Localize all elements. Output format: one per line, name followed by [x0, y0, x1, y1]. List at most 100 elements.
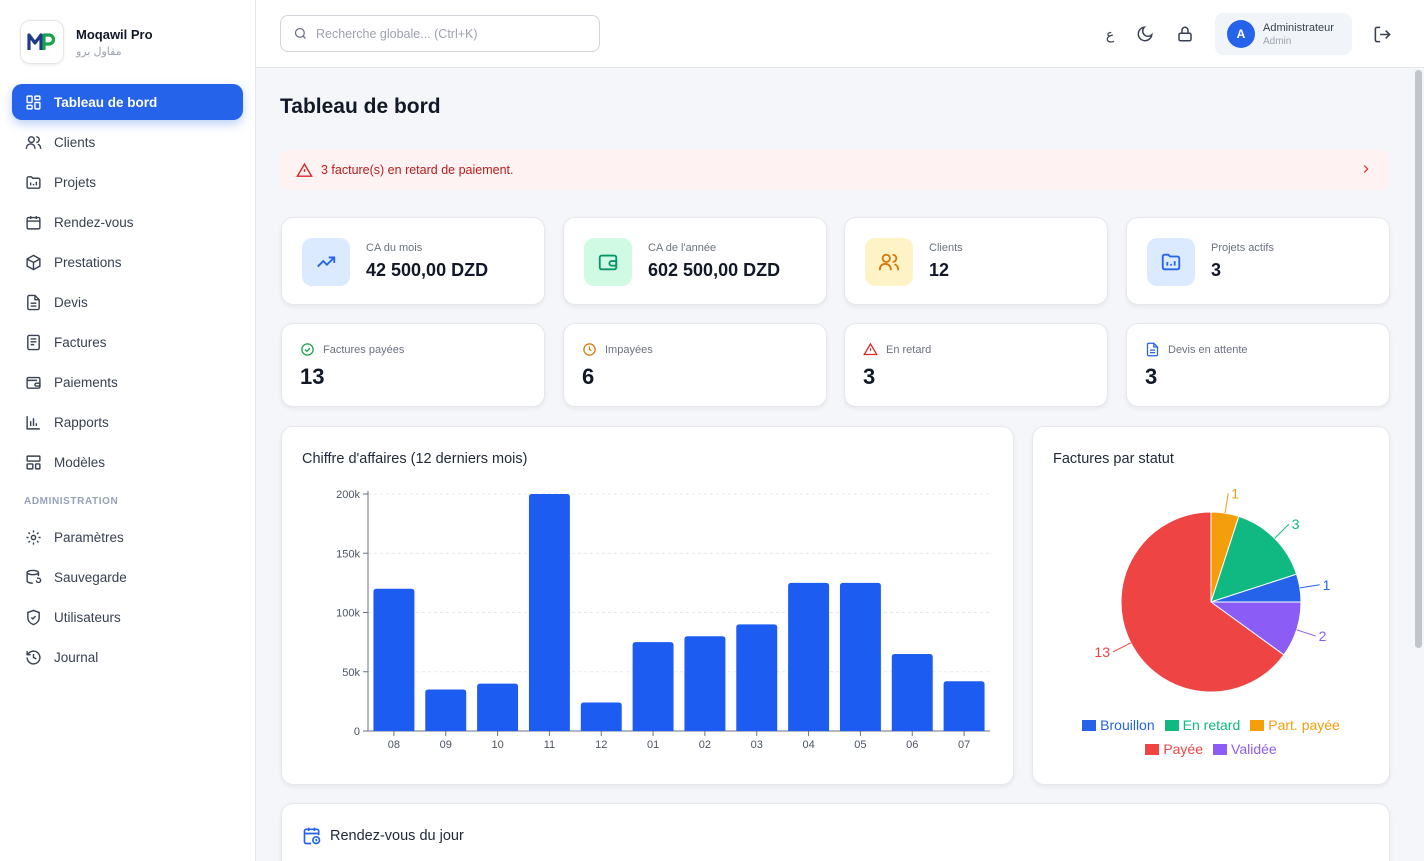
status-chart-card: Factures par statut 1 3 1 2 13 Brouillon En r… — [1032, 426, 1390, 785]
stat-label: Projets actifs — [1211, 242, 1274, 254]
avatar: A — [1227, 20, 1255, 48]
search-icon — [293, 26, 308, 41]
stat-label: Impayées — [605, 343, 653, 356]
legend-item[interactable]: En retard — [1164, 713, 1240, 737]
appointments-card: Rendez-vous du jour — [281, 803, 1390, 861]
sidebar-item-label: Clients — [54, 134, 96, 150]
stat-label: Factures payées — [323, 343, 405, 356]
chevron-right-icon — [1359, 162, 1373, 179]
legend-item[interactable]: Part. payée — [1250, 713, 1340, 737]
legend-label: Part. payée — [1268, 717, 1340, 733]
y-tick-label: 100k — [336, 608, 360, 620]
stat-label: CA de l'année — [648, 242, 717, 254]
global-search[interactable] — [280, 15, 600, 52]
alert-text: 3 facture(s) en retard de paiement. — [321, 163, 514, 177]
sidebar-item-parametres[interactable]: Paramètres — [12, 519, 243, 555]
history-icon — [24, 648, 42, 666]
pie-legend: Brouillon En retard Part. payée Payée Validé… — [1033, 713, 1389, 761]
page-scrollbar[interactable] — [1412, 68, 1424, 861]
stat-card-impayees: Impayées 6 — [563, 323, 827, 407]
sidebar-item-label: Sauvegarde — [54, 569, 127, 585]
stat-card-ca-mois: CA du mois 42 500,00 DZD — [281, 217, 545, 305]
stat-value: 3 — [863, 364, 876, 389]
topbar: ع A Administrateur Admin — [256, 0, 1424, 68]
legend-label: Brouillon — [1100, 717, 1155, 733]
bar-03 — [736, 624, 778, 731]
sidebar-item-journal[interactable]: Journal — [12, 639, 243, 675]
app-logo — [20, 20, 64, 64]
sidebar-item-label: Factures — [54, 334, 107, 350]
sidebar-item-rendez-vous[interactable]: Rendez-vous — [12, 204, 243, 240]
stat-value: 602 500,00 DZD — [648, 260, 781, 280]
sidebar-item-sauvegarde[interactable]: Sauvegarde — [12, 559, 243, 595]
sidebar-item-rapports[interactable]: Rapports — [12, 404, 243, 440]
x-tick-label: 07 — [958, 739, 970, 751]
x-tick-label: 06 — [906, 739, 918, 751]
logout-icon — [1373, 25, 1392, 44]
page-title: Tableau de bord — [280, 95, 441, 118]
bar-05 — [839, 582, 881, 731]
sidebar-item-devis[interactable]: Devis — [12, 284, 243, 320]
sidebar-item-paiements[interactable]: Paiements — [12, 364, 243, 400]
bar-09 — [425, 689, 467, 731]
status-chart-title: Factures par statut — [1053, 451, 1174, 467]
sidebar-item-label: Utilisateurs — [54, 609, 121, 625]
pie-label-line — [1224, 493, 1229, 514]
language-label: ع — [1105, 25, 1115, 42]
sidebar-item-factures[interactable]: Factures — [12, 324, 243, 360]
pie-label-line — [1299, 584, 1320, 589]
lock-button[interactable] — [1173, 22, 1197, 46]
sidebar-item-dashboard[interactable]: Tableau de bord — [12, 84, 243, 120]
pie-slice-pay-e — [1120, 511, 1285, 693]
folder-chart-icon — [1147, 238, 1195, 286]
y-tick-label: 0 — [354, 726, 360, 738]
legend-swatch — [1082, 719, 1097, 731]
sidebar-item-label: Journal — [54, 649, 99, 665]
pie-value-label: 3 — [1292, 516, 1300, 532]
logout-button[interactable] — [1370, 22, 1394, 46]
stat-card-clients: Clients 12 — [844, 217, 1108, 305]
revenue-bar-chart: 0 50k 100k 150k 200k 08 09 10 11 12 01 02 03 04 05 06 07 — [336, 489, 990, 751]
dark-mode-button[interactable] — [1133, 22, 1157, 46]
sidebar-item-projets[interactable]: Projets — [12, 164, 243, 200]
legend-item[interactable]: Payée — [1145, 737, 1203, 761]
bar-04 — [788, 582, 830, 731]
legend-label: Validée — [1231, 741, 1277, 757]
sidebar-item-prestations[interactable]: Prestations — [12, 244, 243, 280]
sidebar-item-label: Rapports — [54, 414, 109, 430]
legend-item[interactable]: Validée — [1213, 737, 1277, 761]
pie-value-label: 1 — [1231, 485, 1239, 501]
admin-section-heading: ADMINISTRATION — [24, 496, 119, 507]
pie-value-label: 2 — [1319, 628, 1327, 644]
x-tick-label: 05 — [854, 739, 866, 751]
users-icon — [24, 133, 42, 151]
legend-swatch — [1250, 719, 1265, 731]
moon-icon — [1136, 25, 1154, 43]
overdue-alert[interactable]: 3 facture(s) en retard de paiement. — [280, 150, 1389, 190]
sidebar-item-utilisateurs[interactable]: Utilisateurs — [12, 599, 243, 635]
bar-02 — [684, 636, 726, 731]
app-name: Moqawil Pro — [76, 26, 153, 42]
bar-chart-icon — [24, 413, 42, 431]
legend-item[interactable]: Brouillon — [1082, 713, 1155, 737]
wallet-icon — [24, 373, 42, 391]
y-tick-label: 50k — [342, 667, 360, 679]
sidebar-item-label: Devis — [54, 294, 88, 310]
search-input[interactable] — [316, 26, 576, 41]
brand[interactable]: Moqawil Pro مقاول برو — [20, 20, 153, 64]
bar-07 — [943, 681, 985, 731]
wallet-icon — [584, 238, 632, 286]
backup-icon — [24, 568, 42, 586]
scrollbar-thumb[interactable] — [1415, 70, 1422, 648]
user-menu[interactable]: A Administrateur Admin — [1215, 13, 1352, 55]
trending-up-icon — [302, 238, 350, 286]
y-tick-label: 200k — [336, 489, 360, 501]
stat-card-en-retard: En retard 3 — [844, 323, 1108, 407]
sidebar-item-clients[interactable]: Clients — [12, 124, 243, 160]
sidebar: Moqawil Pro مقاول برو Tableau de bord Cl… — [0, 0, 256, 861]
x-tick-label: 08 — [388, 739, 400, 751]
language-toggle-button[interactable]: ع — [1098, 22, 1122, 46]
users-icon — [865, 238, 913, 286]
stat-label: Devis en attente — [1168, 343, 1248, 356]
sidebar-item-modeles[interactable]: Modèles — [12, 444, 243, 480]
